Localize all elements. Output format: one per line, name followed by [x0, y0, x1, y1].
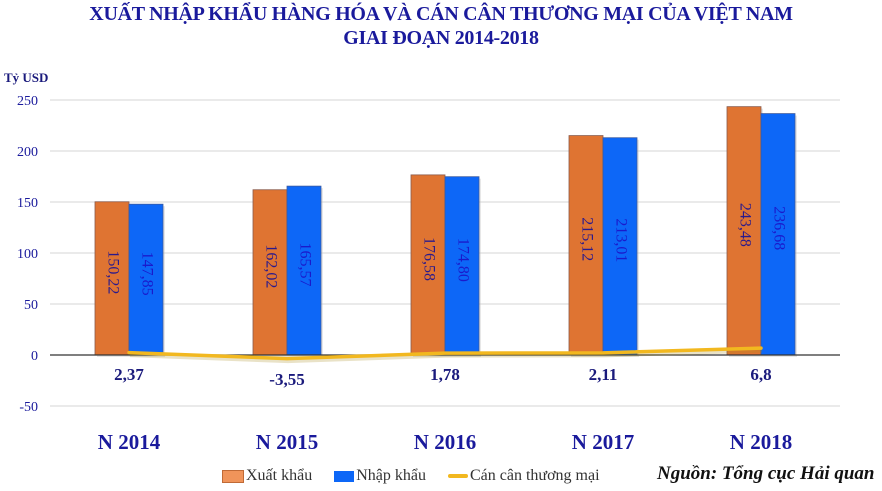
x-category-label: N 2014	[98, 430, 161, 454]
chart-title-line1: XUẤT NHẬP KHẨU HÀNG HÓA VÀ CÁN CÂN THƯƠN…	[89, 3, 793, 25]
y-tick-label: 150	[17, 196, 38, 211]
y-tick-label: 250	[17, 94, 38, 109]
import-bar-value-label: 147,85	[138, 252, 155, 296]
y-tick-label: 0	[31, 349, 38, 364]
import-bar-value-label: 236,68	[770, 206, 787, 250]
legend-line-balance-icon	[447, 474, 468, 478]
import-bar	[128, 203, 164, 356]
legend-swatch-import-icon	[334, 470, 355, 482]
export-bar-value-label: 243,48	[736, 203, 753, 247]
import-bar	[602, 137, 638, 356]
import-bar	[286, 185, 322, 356]
legend-label-export: Xuất khẩu	[246, 467, 313, 484]
balance-value-label: -3,55	[269, 370, 304, 389]
balance-value-label: 2,37	[114, 365, 144, 384]
legend-label-import: Nhập khẩu	[356, 467, 426, 484]
y-tick-label: 50	[24, 298, 38, 313]
x-category-label: N 2018	[730, 430, 792, 454]
balance-value-label: 1,78	[430, 365, 460, 384]
export-bar	[568, 135, 604, 356]
legend-item-export: Xuất khẩu	[222, 467, 312, 485]
chart-title: XUẤT NHẬP KHẨU HÀNG HÓA VÀ CÁN CÂN THƯƠN…	[0, 2, 882, 50]
chart-title-line2: GIAI ĐOẠN 2014-2018	[343, 27, 539, 49]
source-note: Nguồn: Tổng cục Hải quan	[657, 463, 875, 484]
export-bar-value-label: 162,02	[262, 244, 279, 288]
legend-swatch-export-icon	[222, 469, 244, 483]
import-bar-value-label: 165,57	[296, 243, 313, 287]
x-category-label: N 2016	[414, 430, 476, 454]
export-bar-value-label: 150,22	[104, 250, 121, 294]
legend-label-balance: Cán cân thương mại	[469, 467, 600, 484]
balance-value-label: 2,11	[589, 365, 618, 384]
import-bar-value-label: 174,80	[454, 238, 471, 282]
import-bar	[444, 176, 480, 356]
y-tick-label: 200	[17, 145, 38, 160]
x-category-label: N 2017	[572, 430, 634, 454]
y-tick-label: -50	[19, 400, 38, 415]
balance-line	[127, 346, 763, 361]
y-tick-label: 100	[17, 247, 38, 262]
export-bar	[252, 189, 288, 356]
export-bar-value-label: 176,58	[420, 237, 437, 281]
import-bar-value-label: 213,01	[612, 218, 629, 262]
balance-value-label: 6,8	[750, 365, 771, 384]
legend-item-balance: Cán cân thương mại	[447, 467, 600, 485]
export-bar-value-label: 215,12	[578, 217, 595, 261]
legend-item-import: Nhập khẩu	[334, 467, 426, 485]
x-category-label: N 2015	[256, 430, 318, 454]
y-axis-unit-label: Tỷ USD	[4, 70, 49, 85]
balance-line-shadow	[129, 347, 763, 364]
legend: Xuất khẩu Nhập khẩu Cán cân thương mại	[222, 467, 622, 485]
